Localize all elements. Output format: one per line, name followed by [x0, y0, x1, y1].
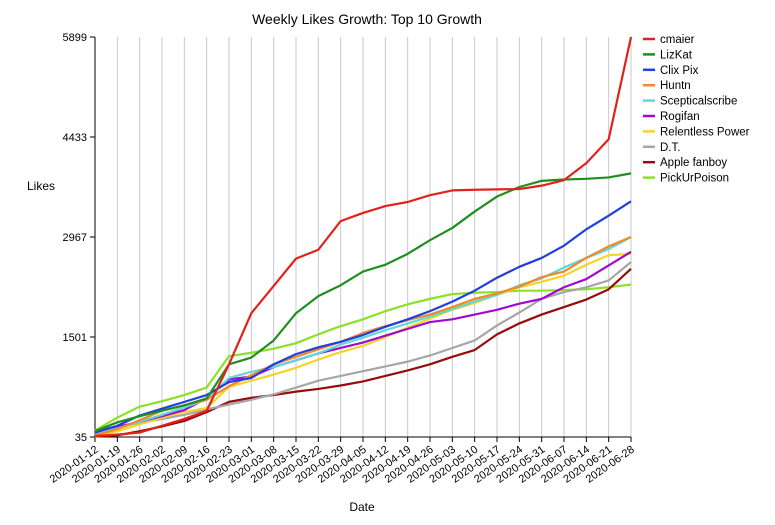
- series-line-apple-fanboy: [94, 268, 632, 438]
- grid-lines: [94, 37, 632, 437]
- y-tick-label: 4433: [63, 132, 87, 144]
- series-line-relentless-power: [94, 252, 632, 438]
- legend-label-d-t-: D.T.: [660, 142, 680, 154]
- legend-label-lizkat: LizKat: [660, 49, 693, 61]
- x-tick-labels: 2020-01-122020-01-192020-01-262020-02-02…: [48, 437, 637, 486]
- series-lines: [94, 36, 633, 438]
- y-tick-label: 5899: [63, 32, 87, 44]
- series-line-lizkat: [94, 172, 632, 433]
- x-axis-label: Date: [349, 500, 375, 514]
- y-tick-label: 2967: [63, 232, 87, 244]
- legend-label-clix-pix: Clix Pix: [660, 65, 699, 77]
- series-line-rogifan: [94, 250, 632, 435]
- series-line-pickurpoison: [94, 283, 632, 432]
- legend-label-relentless-power: Relentless Power: [660, 126, 750, 138]
- y-tick-label: 35: [75, 432, 87, 444]
- y-axis-label: Likes: [27, 179, 55, 193]
- legend-label-apple-fanboy: Apple fanboy: [660, 157, 727, 169]
- legend-label-huntn: Huntn: [660, 80, 691, 92]
- legend-label-pickurpoison: PickUrPoison: [660, 173, 729, 185]
- legend: cmaier LizKat Clix Pix Huntn Scepticalscribe…: [643, 34, 750, 185]
- series-line-cmaier: [94, 36, 633, 438]
- legend-label-rogifan: Rogifan: [660, 111, 700, 123]
- chart-title: Weekly Likes Growth: Top 10 Growth: [252, 11, 482, 27]
- series-line-clix-pix: [94, 200, 632, 434]
- series-line-scepticalscribe: [94, 236, 632, 435]
- legend-label-scepticalscribe: Scepticalscribe: [660, 96, 737, 108]
- y-tick-labels: 35 1501 2967 4433 5899: [63, 32, 95, 444]
- y-tick-label: 1501: [63, 332, 87, 344]
- legend-label-cmaier: cmaier: [660, 34, 695, 46]
